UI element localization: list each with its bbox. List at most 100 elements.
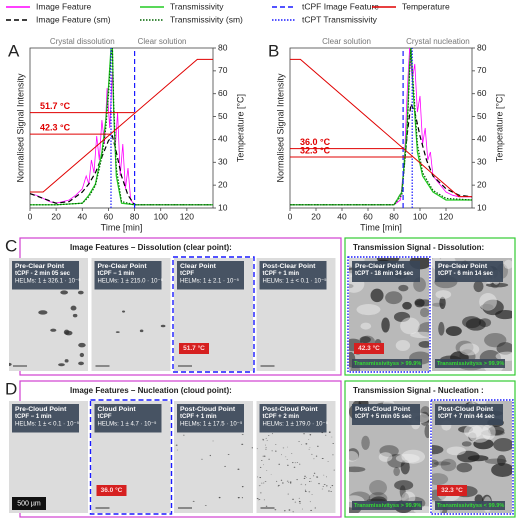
particle (262, 438, 264, 440)
x-tick-label: 20 (311, 211, 321, 221)
particle (237, 468, 240, 470)
particle (251, 447, 253, 449)
scale-bar (95, 365, 110, 367)
particle (38, 310, 48, 315)
particle (326, 476, 327, 478)
tile-label: Post-Clear Point (263, 263, 317, 270)
blob (465, 318, 486, 331)
highlight-border (347, 256, 431, 373)
particle (241, 497, 243, 499)
series-line (290, 48, 472, 206)
blob (432, 473, 449, 486)
label-box (259, 404, 327, 433)
tile-label: Post-Cloud Point (263, 406, 319, 413)
particle (115, 331, 120, 333)
label-box (435, 404, 503, 425)
y2-tick-label: 70 (218, 65, 228, 75)
blob (491, 462, 512, 477)
tile-label: tCPF (180, 271, 194, 277)
label-box (352, 261, 420, 282)
y2-tick-label: 60 (477, 88, 487, 98)
particle (256, 448, 258, 450)
blob (479, 293, 497, 311)
particle (292, 498, 294, 500)
blob (401, 449, 426, 464)
particle (315, 455, 318, 457)
particle (259, 477, 262, 479)
particle (318, 483, 320, 485)
tile-label: tCPT - 6 min 14 sec (438, 271, 494, 277)
x-tick-label: 60 (363, 211, 373, 221)
tile-label: tCPF (98, 414, 112, 420)
x-tick-label: 120 (180, 211, 194, 221)
particle (271, 450, 273, 452)
particle (265, 505, 268, 507)
particle (304, 475, 306, 477)
blob (503, 259, 512, 269)
temperature-box (96, 485, 127, 496)
particle (321, 458, 324, 460)
tile-label: tCPF - 2 min 05 sec (15, 271, 71, 277)
series-line (290, 48, 472, 206)
particle (331, 485, 334, 487)
particle (316, 445, 319, 447)
particle (310, 480, 312, 482)
legend-label: Image Feature (sm) (36, 14, 111, 24)
particle (160, 324, 166, 328)
panel-letter: D (5, 379, 17, 398)
particle (241, 434, 244, 436)
bottom-box (352, 359, 422, 368)
particle (294, 501, 297, 503)
blob (435, 290, 452, 299)
tile-label: Post-Cloud Point (180, 406, 236, 413)
y2-tick-label: 30 (477, 157, 487, 167)
particle (60, 290, 68, 295)
blob (432, 444, 444, 455)
particle (277, 484, 279, 487)
particle (286, 459, 288, 460)
particle (271, 433, 273, 435)
particle (301, 508, 303, 510)
temperature-box (437, 485, 467, 496)
bottom-box (435, 359, 505, 368)
particle (261, 482, 263, 484)
y2-tick-label: 20 (218, 179, 228, 189)
x-tick-label: 60 (104, 211, 114, 221)
label-box (94, 261, 162, 290)
blob (402, 301, 412, 310)
x-tick-label: 120 (439, 211, 453, 221)
tile-label: HELMs: 1 ± < 0.1 · 10⁻⁵ (263, 278, 328, 285)
annotation-label: 36.0 °C (300, 137, 331, 147)
temperature-box (354, 343, 384, 354)
blob (369, 479, 387, 496)
particle (204, 505, 207, 506)
scale-bar (13, 365, 27, 367)
particle (303, 477, 306, 479)
blob (393, 467, 400, 477)
blob (378, 452, 393, 462)
particle (314, 507, 317, 509)
particle (333, 469, 335, 471)
particle (292, 511, 294, 513)
particle (77, 290, 84, 295)
blob (385, 291, 403, 305)
blob (485, 282, 509, 288)
particle (323, 474, 325, 476)
particle (175, 444, 178, 446)
particle (299, 502, 301, 504)
particle (265, 437, 267, 439)
particle (218, 496, 221, 499)
particle (322, 486, 325, 488)
blob (495, 351, 512, 361)
annotation-label: 51.7 °C (40, 101, 71, 111)
particle (264, 481, 267, 482)
particle (79, 352, 85, 358)
x-axis-label: Time [min] (360, 222, 402, 232)
particle (309, 447, 311, 448)
blob (394, 480, 414, 491)
tile-label: HELMs: 1 ± 4.7 · 10⁻⁵ (98, 421, 157, 428)
tile-label: Cloud Point (98, 406, 137, 413)
